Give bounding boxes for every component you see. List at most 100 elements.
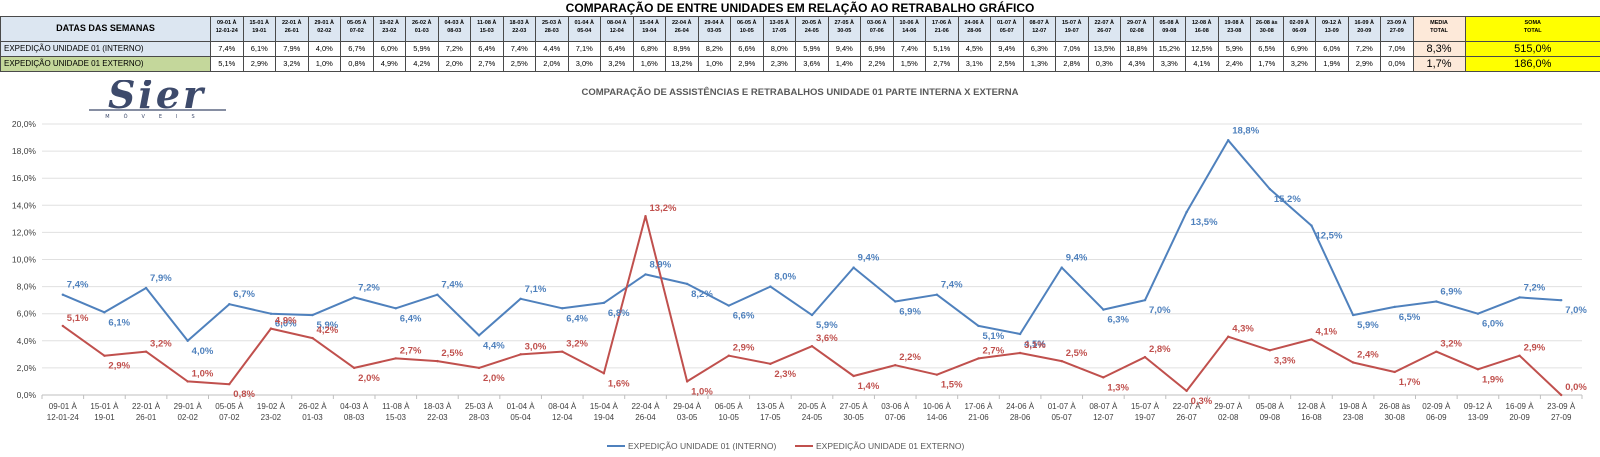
table-cell: 7,9% (275, 41, 309, 57)
x-tick-label: 13-05 À (756, 402, 785, 411)
data-point (561, 350, 564, 353)
data-label: 2,2% (899, 352, 921, 363)
data-point (1102, 376, 1105, 379)
header-line: 20-09 (1357, 28, 1372, 34)
data-point (269, 327, 273, 330)
x-tick-label: 01-03 (302, 413, 323, 422)
table-cell: 2,5% (990, 56, 1024, 72)
header-line: 23-09 À (1386, 20, 1407, 26)
table-cell: 2,0% (535, 56, 569, 72)
week-header: 22-01 À 26-01 (275, 16, 309, 42)
data-point (1393, 370, 1396, 374)
data-label: 7,1% (525, 284, 547, 295)
x-tick-label: 08-07 À (1089, 402, 1118, 411)
table-cell: 3,6% (795, 56, 829, 72)
table-cell: 2,2% (860, 56, 894, 72)
y-tick-label: 8,0% (17, 282, 37, 292)
data-label: 6,0% (275, 319, 297, 330)
data-label: 3,2% (566, 339, 588, 350)
data-label: 7,0% (1565, 305, 1587, 316)
x-tick-label: 10-05 (719, 413, 740, 422)
x-tick-label: 19-02 À (257, 402, 286, 411)
x-tick-label: 23-08 (1343, 413, 1364, 422)
data-label: 15,2% (1274, 194, 1301, 205)
header-line: 24-06 À (964, 20, 985, 26)
data-label: 18,8% (1232, 125, 1259, 136)
data-point (228, 382, 231, 386)
y-tick-label: 20,0% (12, 119, 37, 129)
x-tick-label: 08-03 (344, 413, 365, 422)
data-label: 2,0% (358, 373, 380, 384)
data-point (894, 300, 897, 303)
x-tick-label: 26-04 (635, 413, 656, 422)
table-cell: 4,5% (957, 41, 991, 57)
data-label: 3,2% (1440, 339, 1462, 350)
table-cell: 2,3% (762, 56, 796, 72)
week-header: 26-08 às 30-08 (1250, 16, 1284, 42)
soma-total-cell: 515,0% (1464, 41, 1600, 57)
y-tick-label: 12,0% (12, 227, 37, 237)
week-header: 13-05 À 17-05 (762, 16, 796, 42)
header-line: 28-06 (967, 28, 982, 34)
data-point (1060, 266, 1063, 269)
table-cell: 0,8% (340, 56, 374, 72)
header-line: 01-04 À (574, 20, 595, 26)
data-point (1268, 349, 1272, 352)
header-line: 08-03 (447, 28, 462, 34)
header-line: 28-03 (544, 28, 559, 34)
header-line: 20-05 À (801, 20, 822, 26)
data-label: 6,1% (108, 317, 130, 328)
data-label: 6,4% (400, 313, 422, 324)
data-label: 1,0% (691, 386, 713, 397)
x-tick-label: 27-05 À (840, 402, 869, 411)
data-label: 7,4% (67, 280, 89, 291)
week-header: 12-08 À 16-08 (1185, 16, 1219, 42)
table-cell: 1,3% (1022, 56, 1056, 72)
table-cell: 8,9% (665, 41, 699, 57)
data-label: 9,4% (858, 253, 880, 264)
header-line: 13-09 (1324, 28, 1339, 34)
data-label: 2,4% (1357, 349, 1379, 360)
data-label: 4,4% (483, 340, 505, 351)
page-title: COMPARAÇÃO DE ENTRE UNIDADES EM RELAÇÃO … (565, 1, 1035, 15)
table-cell: 6,3% (1022, 41, 1056, 57)
data-point (394, 307, 397, 310)
x-tick-label: 15-07 À (1131, 402, 1160, 411)
header-line: 04-03 À (444, 20, 465, 26)
data-label: 13,2% (650, 203, 677, 214)
header-line: 01-03 (414, 28, 429, 34)
table-cell: 4,9% (372, 56, 406, 72)
table-cell: 6,0% (372, 41, 406, 57)
week-header: 06-05 À 10-05 (730, 16, 764, 42)
x-tick-label: 24-06 À (1006, 402, 1035, 411)
header-line: 08-07 À (1029, 20, 1050, 26)
data-point (852, 374, 855, 378)
week-header: 22-07 À 26-07 (1087, 16, 1121, 42)
data-point (769, 285, 772, 288)
x-axis: 09-01 À 12-01-24 15-01 À 19-01 22-01 À 26-01 2… (41, 395, 1583, 422)
table-cell: 1,0% (697, 56, 731, 72)
x-tick-label: 09-01 À (49, 402, 78, 411)
week-header: 29-01 À 02-02 (307, 16, 341, 42)
table-cell: 0,0% (1380, 56, 1414, 72)
x-tick-label: 09-08 (1260, 413, 1281, 422)
data-label: 1,9% (1482, 374, 1504, 385)
data-label: 3,1% (1024, 340, 1046, 351)
data-point (436, 293, 439, 296)
week-header: 29-04 À 03-05 (697, 16, 731, 42)
week-header: 15-07 À 19-07 (1055, 16, 1089, 42)
header-line: 27-05 À (834, 20, 855, 26)
data-point (436, 359, 439, 363)
table-cell: 15,2% (1152, 41, 1186, 57)
x-tick-label: 22-03 (427, 413, 448, 422)
data-point (1143, 355, 1147, 359)
header-line: 13-05 À (769, 20, 790, 26)
x-tick-label: 05-05 À (215, 402, 244, 411)
header-line: 19-01 (252, 28, 267, 34)
soma-total-header: SOMA TOTAL (1464, 16, 1600, 42)
data-label: 7,2% (1524, 282, 1546, 293)
data-label: 4,1% (1315, 326, 1337, 337)
x-tick-label: 23-09 À (1547, 402, 1576, 411)
data-label: 6,6% (733, 311, 755, 322)
